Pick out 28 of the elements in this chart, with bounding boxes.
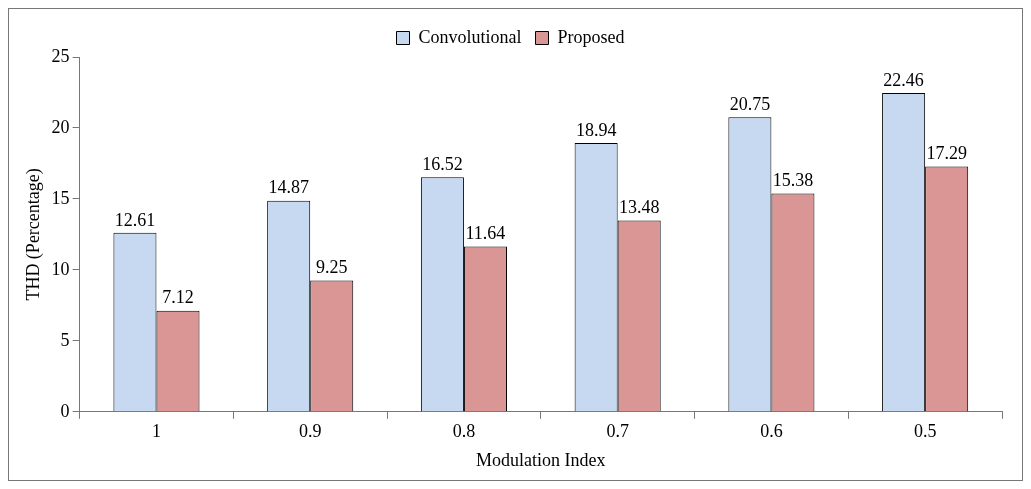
data-label: 11.64 xyxy=(465,223,506,244)
data-label: 14.87 xyxy=(268,177,309,198)
y-tick-label: 10 xyxy=(51,258,70,279)
data-label: 9.25 xyxy=(315,257,348,278)
y-tick-label: 25 xyxy=(51,45,70,66)
x-tick-label: 1 xyxy=(151,421,161,442)
x-axis-title: Modulation Index xyxy=(476,449,606,470)
legend-label: Proposed xyxy=(557,26,625,47)
x-tick-label: 0.7 xyxy=(606,421,629,442)
x-tick-label: 0.5 xyxy=(913,421,937,442)
data-label: 13.48 xyxy=(618,197,660,218)
legend-label: Convolutional xyxy=(418,26,522,47)
y-axis-title: THD (Percentage) xyxy=(22,168,44,301)
data-label: 17.29 xyxy=(926,143,967,164)
data-label: 7.12 xyxy=(162,287,194,308)
data-label: 20.75 xyxy=(729,94,771,115)
y-tick-label: 20 xyxy=(51,116,70,137)
data-label: 16.52 xyxy=(422,154,463,175)
x-tick-label: 0.6 xyxy=(760,421,783,442)
data-label: 22.46 xyxy=(883,69,924,90)
data-label: 12.61 xyxy=(114,209,156,230)
y-tick-label: 5 xyxy=(60,329,70,350)
data-label: 18.94 xyxy=(575,119,617,140)
y-tick-label: 0 xyxy=(60,400,70,421)
y-tick-label: 15 xyxy=(51,187,70,208)
x-tick-label: 0.9 xyxy=(298,421,322,442)
x-tick-label: 0.8 xyxy=(452,421,476,442)
data-label: 15.38 xyxy=(772,170,814,191)
